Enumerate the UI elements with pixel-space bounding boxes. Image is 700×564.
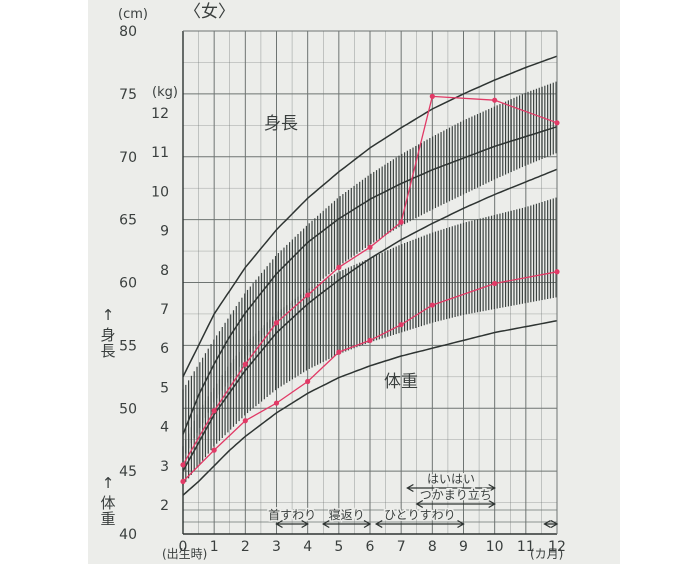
milestone-arrowhead-right	[363, 519, 372, 529]
height-tick-label: 75	[119, 87, 137, 103]
milestone-arrowhead-right	[457, 519, 465, 529]
x-tick-label: 1	[210, 539, 219, 555]
height-tick-label: 65	[119, 213, 137, 229]
weight-data-point	[367, 337, 373, 343]
height-tick-label: 70	[119, 150, 137, 166]
weight-tick-label: 4	[160, 420, 169, 436]
milestone-label: つかまり立ち	[420, 487, 492, 502]
x-tick-label: 3	[272, 539, 281, 555]
weight-tick-label: 9	[160, 224, 169, 240]
milestone-arrowhead-left	[374, 519, 383, 529]
milestone-arrowhead-right	[550, 519, 559, 529]
x-tick-label: 8	[428, 539, 437, 555]
x-start-label: (出生時)	[162, 547, 208, 561]
weight-tick-label: 8	[160, 263, 169, 279]
height-tick-label: 55	[119, 338, 137, 354]
milestone-arrowhead-left	[321, 519, 330, 529]
x-tick-label: 4	[303, 539, 312, 555]
weight-data-point	[336, 349, 342, 355]
milestone-label: 寝返り	[329, 507, 365, 522]
x-tick-label: 6	[366, 539, 375, 555]
height-tick-label: 80	[119, 24, 137, 40]
weight-tick-label: 10	[151, 184, 169, 200]
x-tick-label: 10	[486, 539, 504, 555]
height-data-point	[180, 462, 186, 468]
weight-tick-label: 12	[151, 106, 169, 122]
height-data-point	[554, 120, 560, 126]
height-unit-label: (cm)	[118, 7, 148, 22]
x-tick-label: 5	[334, 539, 343, 555]
weight-data-point	[305, 378, 311, 385]
height-axis-title: 身長	[100, 326, 116, 360]
weight-axis-arrow: ↑	[101, 474, 115, 492]
x-tick-label: 0	[179, 539, 188, 555]
weight-unit-label: (kg)	[152, 85, 178, 100]
weight-tick-label: 2	[160, 498, 169, 514]
height-data-point	[492, 97, 498, 103]
weight-data-point	[180, 478, 186, 485]
x-tick-label: 12	[548, 539, 566, 555]
height-axis-arrow: ↑	[101, 306, 115, 324]
weight-data-point	[492, 280, 498, 287]
height-data-point	[398, 219, 404, 225]
weight-upper-curve	[182, 125, 558, 435]
weight-data-point	[273, 400, 280, 406]
weight-tick-label: 6	[160, 341, 169, 357]
weight-data-point	[211, 447, 217, 453]
x-tick-label: 9	[459, 539, 468, 555]
x-tick-label: 7	[397, 539, 406, 555]
height-data-point	[273, 320, 280, 326]
weight-data-point	[242, 418, 248, 424]
height-upper-curve	[182, 55, 558, 378]
weight-tick-label: 7	[160, 302, 169, 318]
weight-data-point	[554, 269, 560, 275]
weight-lower-curve	[182, 320, 558, 496]
height-data-point	[211, 408, 217, 414]
height-lower-curve	[182, 168, 558, 472]
milestone-arrowhead-right	[301, 519, 309, 529]
height-curve-label: 身長	[264, 114, 298, 134]
milestone-arrowhead-right	[488, 483, 496, 493]
weight-tick-label: 3	[160, 459, 169, 475]
weight-axis-title: 体重	[100, 494, 116, 528]
milestone-arrowhead-left	[415, 499, 424, 509]
weight-tick-label: 11	[151, 145, 169, 161]
height-data-point	[242, 361, 248, 367]
milestone-arrowhead-left	[275, 519, 283, 529]
height-tick-label: 50	[119, 401, 137, 417]
height-data-point	[429, 93, 435, 99]
weight-curve-label: 体重	[384, 372, 418, 392]
milestone-label: ひとりすわり	[384, 508, 456, 522]
height-tick-label: 45	[119, 464, 137, 480]
height-data-point	[336, 264, 342, 271]
height-tick-label: 40	[119, 527, 137, 543]
x-end-label: (カ月)	[530, 547, 564, 561]
milestone-label: 首すわり	[268, 508, 316, 522]
milestone-label: はいはい	[427, 472, 475, 486]
height-data-point	[367, 244, 373, 250]
weight-tick-label: 5	[160, 380, 169, 396]
milestone-arrowhead-left	[406, 483, 414, 493]
chart-title: 〈女〉	[184, 2, 235, 22]
weight-data-point	[398, 322, 404, 328]
height-tick-label: 60	[119, 276, 137, 292]
weight-data-point	[429, 302, 435, 308]
x-tick-label: 11	[517, 539, 535, 555]
milestone-arrowhead-right	[488, 499, 496, 509]
height-data-point	[305, 292, 311, 298]
x-tick-label: 2	[241, 539, 250, 555]
milestone-arrowhead-left	[543, 519, 551, 529]
